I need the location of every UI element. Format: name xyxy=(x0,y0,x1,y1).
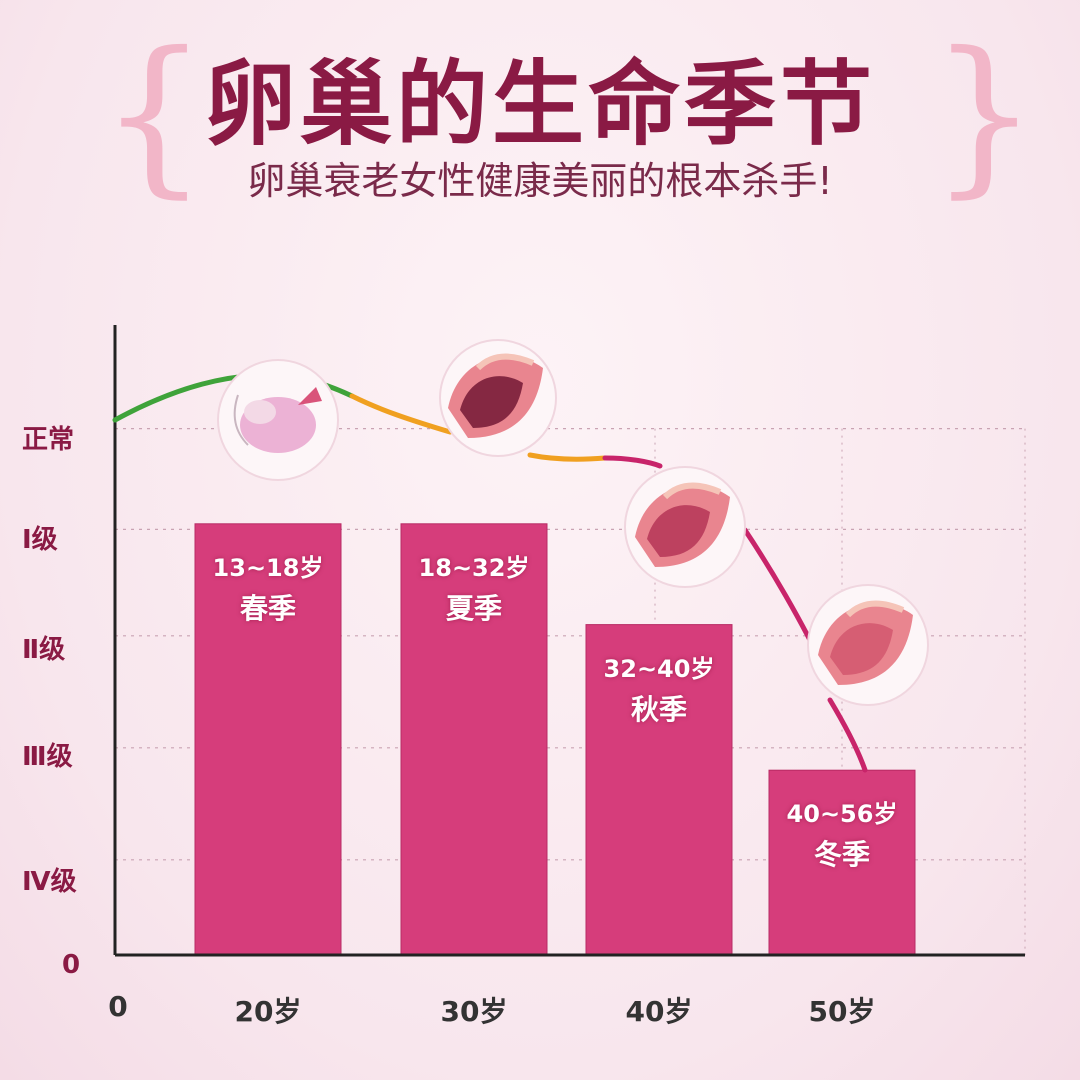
bar-season-2: 夏季 xyxy=(445,591,502,625)
x-tick-label-2: 30岁 xyxy=(440,995,508,1028)
bar-4 xyxy=(768,769,916,956)
bar-season-1: 春季 xyxy=(239,591,296,625)
x-tick-label-4: 50岁 xyxy=(808,995,876,1028)
ovary-spring-icon xyxy=(217,359,339,481)
trend-curve-orange-2 xyxy=(527,452,608,462)
left-brace-decoration: { xyxy=(100,16,209,214)
bar-age-range-3: 32~40岁 xyxy=(603,654,715,683)
bar-age-range-2: 18~32岁 xyxy=(418,553,530,582)
bar-label-1: 13~18岁春季 xyxy=(213,548,324,627)
bar-age-range-1: 13~18岁 xyxy=(212,553,324,582)
trend-curve-red-3 xyxy=(827,697,868,773)
page-subtitle: 卵巢衰老女性健康美丽的根本杀手! xyxy=(247,159,833,203)
bar-1 xyxy=(194,523,342,956)
bar-label-3: 32~40岁秋季 xyxy=(604,649,715,728)
trend-curve-red-2 xyxy=(742,527,818,653)
y-level-label-6: 0 xyxy=(62,950,81,980)
page-title: 卵巢的生命季节 xyxy=(203,51,876,158)
y-level-label-5: Ⅳ级 xyxy=(22,867,77,897)
bar-label-4: 40~56岁冬季 xyxy=(787,794,898,873)
bar-season-3: 秋季 xyxy=(630,692,687,726)
bar-age-range-4: 40~56岁 xyxy=(786,800,898,829)
ovary-autumn-icon xyxy=(624,466,746,588)
y-level-label-3: Ⅱ级 xyxy=(22,635,66,665)
bar-2 xyxy=(400,523,548,956)
trend-curve-orange-1 xyxy=(349,393,453,435)
y-level-label-4: Ⅲ级 xyxy=(22,742,73,772)
y-level-label-1: 正常 xyxy=(22,425,75,455)
bar-3 xyxy=(585,624,733,956)
trend-curve-red-1 xyxy=(602,455,663,469)
ovary-winter-icon xyxy=(807,584,929,706)
right-brace-decoration: } xyxy=(930,16,1039,214)
ovary-summer-icon xyxy=(439,339,557,457)
x-tick-label-1: 20岁 xyxy=(234,995,302,1028)
y-level-label-2: Ⅰ级 xyxy=(22,525,58,555)
bar-season-4: 冬季 xyxy=(813,838,870,872)
x-tick-label-3: 40岁 xyxy=(625,995,693,1028)
bar-label-2: 18~32岁夏季 xyxy=(419,548,530,627)
x-origin-label: 0 xyxy=(108,990,128,1023)
